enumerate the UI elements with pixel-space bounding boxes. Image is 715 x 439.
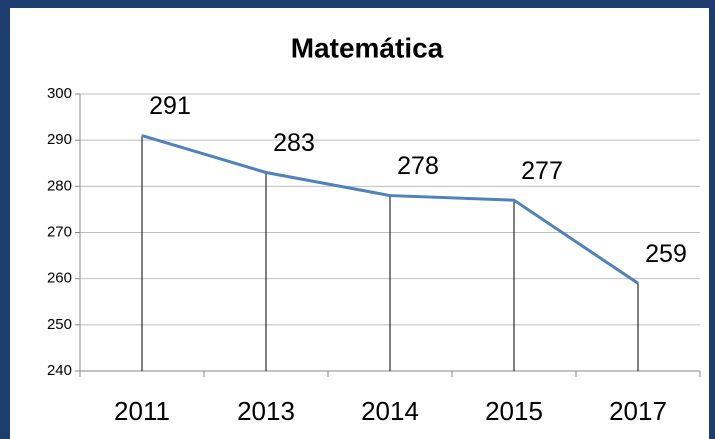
- y-tick-label: 240: [47, 362, 72, 379]
- x-tick-label: 2014: [361, 396, 419, 426]
- y-tick-label: 260: [47, 270, 72, 287]
- data-label: 291: [149, 92, 191, 120]
- data-label: 277: [521, 157, 563, 185]
- data-label: 278: [397, 152, 439, 180]
- y-tick-label: 250: [47, 316, 72, 333]
- line: [141, 134, 639, 285]
- x-tick-label: 2015: [485, 396, 543, 426]
- data-label: 283: [273, 129, 315, 157]
- x-tick-label: 2011: [114, 396, 170, 426]
- y-tick-label: 270: [47, 223, 72, 240]
- x-tick-label: 2013: [237, 396, 295, 426]
- y-tick-label: 280: [47, 177, 72, 194]
- x-tick-label: 2017: [609, 396, 667, 426]
- chart-title: Matemática: [291, 32, 444, 63]
- data-label: 259: [645, 240, 687, 268]
- chart-background: [10, 8, 709, 439]
- y-tick-label: 290: [47, 131, 72, 148]
- y-tick-label: 300: [47, 85, 72, 102]
